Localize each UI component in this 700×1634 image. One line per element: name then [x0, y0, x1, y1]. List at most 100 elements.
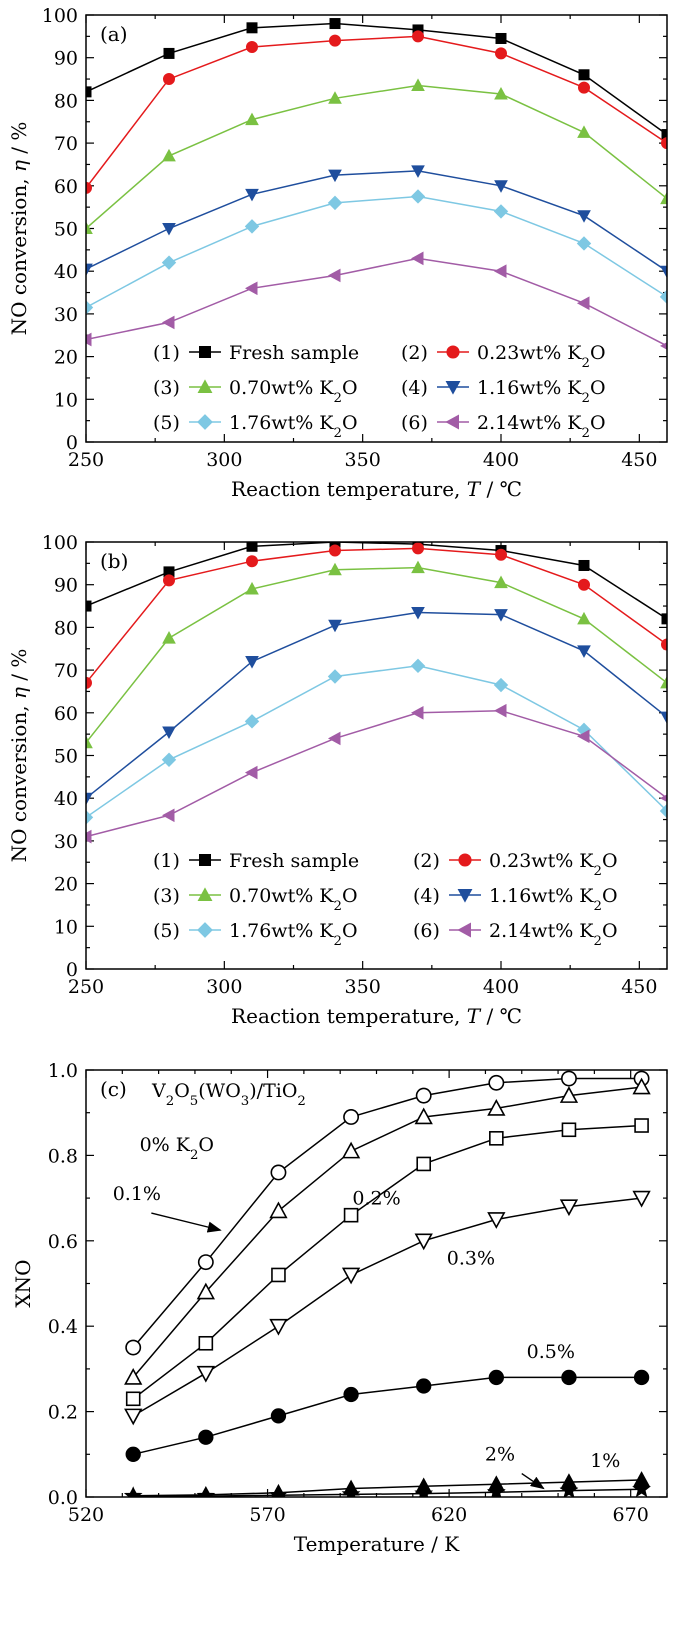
legend-marker: [457, 922, 471, 938]
legend-marker: [197, 922, 213, 938]
series-line: [133, 1488, 642, 1497]
legend-label: 1.16wt% K2O: [489, 885, 618, 914]
data-point: [493, 703, 507, 718]
data-point: [196, 1365, 215, 1383]
data-point: [632, 1190, 651, 1208]
legend-marker: [458, 853, 472, 867]
data-layer: [86, 18, 667, 350]
legend-label: 0.23wt% K2O: [489, 850, 618, 879]
series-line: [132, 1086, 642, 1378]
data-point: [578, 578, 590, 591]
data-point: [328, 91, 342, 104]
data-point: [416, 1156, 432, 1172]
data-point: [196, 1486, 216, 1497]
data-point: [271, 1267, 286, 1283]
data-point: [327, 268, 341, 283]
series-line: [86, 665, 667, 819]
anno-0.5pct: 0.5%: [527, 1341, 575, 1363]
legend-number: (4): [413, 885, 440, 907]
series-line: [86, 35, 667, 189]
y-tick-label: 50: [54, 219, 78, 241]
data-point: [246, 542, 258, 552]
plot-frame: [85, 541, 668, 970]
data-point: [161, 315, 175, 330]
y-axis-label: XNO: [11, 1259, 35, 1307]
data-point: [577, 210, 591, 223]
x-tick-label: 300: [206, 976, 242, 998]
data-point: [327, 669, 343, 684]
y-tick-label: 0.2: [48, 1402, 78, 1424]
data-point: [410, 189, 426, 204]
legend-marker: [457, 889, 473, 903]
y-tick-label: 0.0: [48, 1487, 78, 1509]
data-point: [633, 1369, 650, 1386]
data-point: [561, 1369, 577, 1386]
data-point: [86, 792, 93, 806]
data-point: [329, 544, 341, 557]
data-point: [341, 1484, 361, 1497]
y-tick-label: 100: [42, 5, 78, 27]
data-point: [343, 1109, 360, 1125]
data-point: [559, 1480, 579, 1497]
chart-panel-c: 520 570 620 670 0.0 0.2 0.4 0.6 0.8 1.0 Temperatur…: [11, 1060, 668, 1556]
data-point: [493, 677, 509, 693]
legend-label: 2.14wt% K2O: [477, 412, 606, 441]
data-point: [495, 47, 507, 60]
data-point: [86, 181, 92, 194]
series-1: [125, 1070, 650, 1356]
series-3: [86, 560, 667, 749]
panel-tag: (a): [100, 22, 128, 46]
data-point: [328, 562, 342, 576]
legend-label: 1.16wt% K2O: [477, 377, 606, 406]
data-point: [410, 705, 424, 720]
data-point: [86, 735, 93, 749]
data-point: [163, 574, 175, 587]
y-tick-label: 60: [54, 176, 78, 198]
y-tick-label: 0.8: [48, 1145, 78, 1167]
data-point: [661, 129, 667, 141]
y-tick-label: 80: [54, 617, 78, 639]
y-tick-label: 60: [54, 703, 78, 725]
data-point: [328, 619, 342, 633]
data-point: [493, 264, 507, 279]
data-layer: [86, 542, 667, 844]
x-tick-label: 670: [613, 1504, 649, 1526]
data-point: [245, 112, 259, 126]
data-point: [244, 219, 260, 234]
data-point: [659, 289, 667, 305]
legend-number: (3): [153, 885, 180, 907]
legend-marker: [197, 379, 213, 393]
data-point: [576, 729, 590, 744]
legend-number: (6): [401, 412, 428, 434]
legend-marker: [446, 345, 460, 359]
data-point: [244, 281, 258, 296]
data-layer: [123, 1070, 651, 1497]
data-point: [328, 169, 342, 183]
data-point: [634, 1118, 649, 1133]
data-point: [163, 73, 175, 86]
series-4: [124, 1190, 651, 1426]
series-line: [86, 22, 667, 136]
data-point: [576, 296, 590, 311]
data-point: [86, 676, 92, 689]
series-line: [86, 542, 667, 620]
data-point: [244, 714, 260, 729]
data-point: [415, 1087, 432, 1104]
data-point: [198, 1335, 214, 1351]
data-point: [245, 581, 259, 595]
legend-marker: [199, 346, 211, 358]
data-point: [414, 1107, 433, 1125]
chart-panel-a: 250 300 350 400 450 0 10 20 30 40 50 60 70 80 90 100 Rea…: [7, 5, 668, 501]
data-point: [559, 1199, 579, 1217]
data-point: [341, 1141, 361, 1159]
chart-subtitle: V2O5(WO3)/TiO2: [151, 1080, 306, 1109]
data-point: [162, 148, 176, 162]
x-tick-label: 620: [431, 1504, 467, 1526]
data-point: [329, 34, 341, 47]
data-point: [86, 263, 93, 277]
legend: (1) Fresh sample (2) 0.23wt% K2O (3) 0.70wt% …: [153, 342, 606, 441]
legend-marker: [197, 414, 213, 430]
data-point: [494, 575, 508, 589]
data-point: [125, 1339, 142, 1356]
legend-number: (5): [153, 412, 180, 434]
